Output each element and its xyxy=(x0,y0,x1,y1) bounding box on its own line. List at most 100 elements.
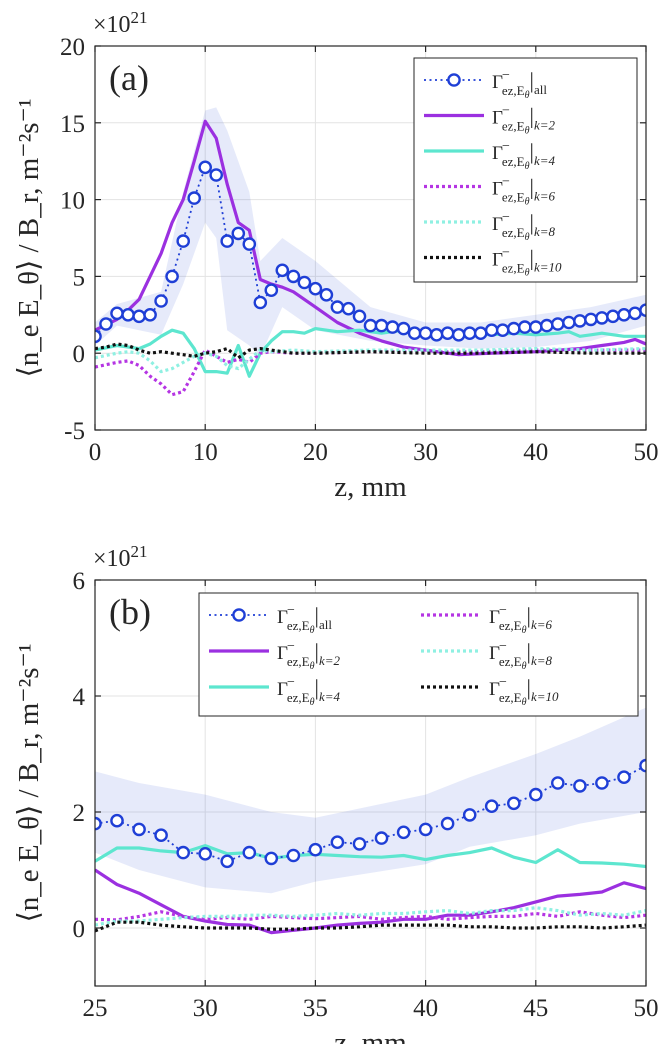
y-axis-label: ⟨n_e E_θ⟩ / B_r, m⁻²s⁻¹ xyxy=(13,643,45,922)
uncertainty-band xyxy=(95,107,646,357)
data-point xyxy=(396,321,411,336)
data-point xyxy=(286,269,301,284)
data-point xyxy=(143,307,157,322)
x-tick-label: 0 xyxy=(89,439,102,466)
x-tick-label: 45 xyxy=(523,995,548,1022)
x-tick-label: 35 xyxy=(303,995,328,1022)
data-point xyxy=(529,320,543,334)
legend-box xyxy=(413,57,638,283)
legend-label: Γ− ez,Eθ|all xyxy=(492,68,547,101)
legend-item-k10: Γ− ez,Eθ|k=10 xyxy=(421,675,559,708)
exponent-label: ×1021 xyxy=(93,8,148,39)
data-point xyxy=(440,326,455,341)
legend-marker xyxy=(447,73,461,87)
data-point xyxy=(584,312,598,327)
data-point xyxy=(506,321,521,336)
data-point xyxy=(495,323,510,338)
data-point xyxy=(440,816,455,831)
x-tick-label: 40 xyxy=(413,995,438,1022)
data-point xyxy=(132,309,146,324)
data-point xyxy=(198,160,212,175)
legend-label: Γ− ez,Eθ|k=4 xyxy=(492,139,555,172)
data-point xyxy=(330,300,345,314)
data-point xyxy=(264,283,279,298)
legend-label: Γ− ez,Eθ|k=8 xyxy=(492,210,555,243)
data-point xyxy=(473,326,488,341)
data-point xyxy=(573,779,587,793)
data-point xyxy=(484,799,499,814)
x-tick-label: 10 xyxy=(193,439,218,466)
y-tick-label: 20 xyxy=(60,34,85,61)
data-point xyxy=(110,306,124,321)
data-point xyxy=(540,318,554,333)
data-point xyxy=(396,825,411,840)
data-point xyxy=(418,326,433,341)
legend-item-k8: Γ− ez,Eθ|k=8 xyxy=(421,639,552,672)
legend-item-k2: Γ− ez,Eθ|k=2 xyxy=(209,639,340,672)
data-point xyxy=(209,168,223,182)
legend-item-k6: Γ− ez,Eθ|k=6 xyxy=(424,175,555,208)
data-point xyxy=(308,842,323,857)
x-tick-label: 30 xyxy=(413,439,438,466)
data-point xyxy=(187,191,201,205)
data-point xyxy=(220,854,234,869)
data-point xyxy=(242,237,257,251)
data-point xyxy=(595,776,609,790)
data-point xyxy=(286,848,301,863)
data-point xyxy=(341,301,356,316)
data-point xyxy=(462,808,477,822)
data-point xyxy=(165,269,179,284)
data-point xyxy=(639,303,646,317)
data-point xyxy=(330,835,345,850)
plot-content xyxy=(95,707,646,935)
data-point xyxy=(275,263,290,278)
legend-label: Γ− ez,Eθ|k=6 xyxy=(492,175,555,208)
x-tick-label: 40 xyxy=(523,439,548,466)
data-point xyxy=(198,847,212,861)
data-point xyxy=(132,822,146,837)
data-point xyxy=(617,770,631,785)
data-point xyxy=(418,822,433,837)
data-point xyxy=(385,320,400,334)
data-point xyxy=(462,326,477,341)
data-point xyxy=(595,311,609,325)
data-point xyxy=(484,323,499,338)
exponent-label: ×1021 xyxy=(93,542,148,573)
y-tick-label: 0 xyxy=(73,916,86,943)
legend-label: Γ− ez,Eθ|k=8 xyxy=(489,639,552,672)
plot-content xyxy=(95,107,646,397)
data-point xyxy=(363,318,378,333)
panel-label: (b) xyxy=(109,592,151,632)
legend-item-k8: Γ− ez,Eθ|k=8 xyxy=(424,210,555,243)
x-tick-label: 25 xyxy=(83,995,108,1022)
legend-label: Γ− ez,Eθ|all xyxy=(277,603,332,636)
y-tick-label: 4 xyxy=(73,684,86,711)
y-tick-label: 15 xyxy=(60,111,85,138)
data-point xyxy=(551,317,565,331)
data-point xyxy=(374,318,389,333)
data-point xyxy=(551,776,565,790)
series-line-k8 xyxy=(95,347,646,374)
data-point xyxy=(352,837,367,851)
panel-label: (a) xyxy=(109,58,149,98)
data-point xyxy=(231,226,246,241)
data-point xyxy=(176,234,190,248)
y-tick-label: 6 xyxy=(73,568,86,595)
panel-b: 25 30 35 40 45 50 0 2 4 6 ×1021 (b) z, mm ⟨n_e E_θ⟩ /… xyxy=(13,542,659,1044)
data-point xyxy=(606,309,620,324)
data-point xyxy=(429,327,444,342)
data-point xyxy=(110,813,124,828)
y-tick-label: 10 xyxy=(60,188,85,215)
legend-label: Γ− ez,Eθ|k=10 xyxy=(489,675,559,708)
x-axis-label: z, mm xyxy=(334,1027,407,1044)
data-point xyxy=(518,320,532,334)
legend-label: Γ− ez,Eθ|k=2 xyxy=(492,104,555,137)
data-point xyxy=(154,828,168,843)
series-line-k10 xyxy=(95,920,646,933)
data-point xyxy=(562,315,576,330)
data-point xyxy=(617,307,631,322)
data-point xyxy=(506,796,521,811)
data-point xyxy=(264,851,279,866)
